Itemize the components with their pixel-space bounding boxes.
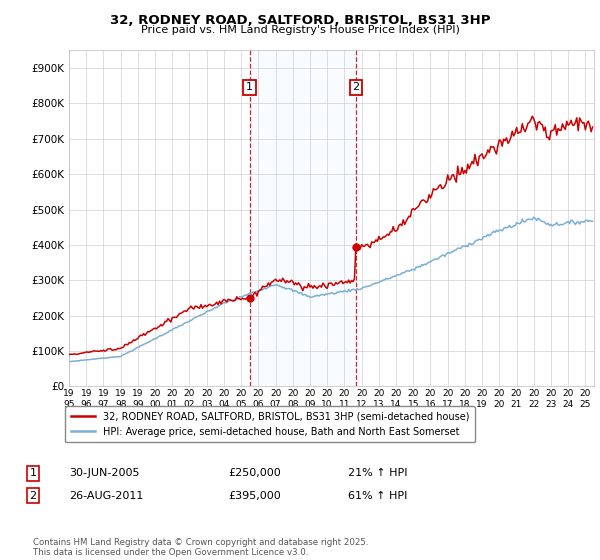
Text: 1: 1 [29, 468, 37, 478]
Text: Price paid vs. HM Land Registry's House Price Index (HPI): Price paid vs. HM Land Registry's House … [140, 25, 460, 35]
Text: 30-JUN-2005: 30-JUN-2005 [69, 468, 139, 478]
Text: 26-AUG-2011: 26-AUG-2011 [69, 491, 143, 501]
Text: 61% ↑ HPI: 61% ↑ HPI [348, 491, 407, 501]
Text: 1: 1 [246, 82, 253, 92]
Text: £395,000: £395,000 [228, 491, 281, 501]
Legend: 32, RODNEY ROAD, SALTFORD, BRISTOL, BS31 3HP (semi-detached house), HPI: Average: 32, RODNEY ROAD, SALTFORD, BRISTOL, BS31… [65, 406, 475, 442]
Text: 2: 2 [352, 82, 359, 92]
Text: Contains HM Land Registry data © Crown copyright and database right 2025.
This d: Contains HM Land Registry data © Crown c… [33, 538, 368, 557]
Text: 21% ↑ HPI: 21% ↑ HPI [348, 468, 407, 478]
Text: 32, RODNEY ROAD, SALTFORD, BRISTOL, BS31 3HP: 32, RODNEY ROAD, SALTFORD, BRISTOL, BS31… [110, 14, 490, 27]
Bar [250, 50, 356, 386]
Text: 2: 2 [29, 491, 37, 501]
Text: £250,000: £250,000 [228, 468, 281, 478]
